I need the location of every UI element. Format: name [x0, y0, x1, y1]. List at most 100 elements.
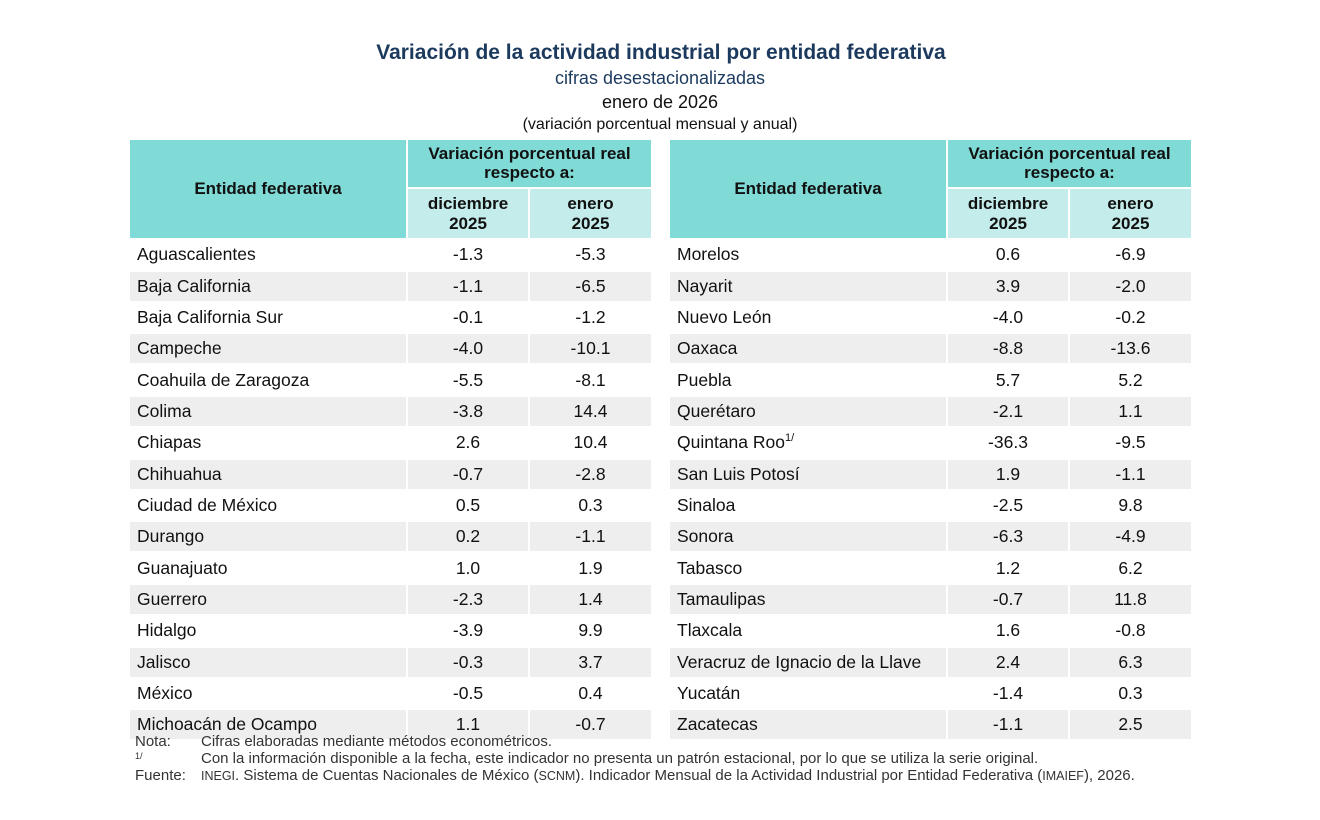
january-value: 9.8 — [1118, 494, 1143, 515]
period-label: enero de 2026 — [601, 92, 719, 112]
january-value: -1.1 — [1070, 459, 1191, 489]
entity-name: Michoacán de Ocampo — [130, 710, 406, 740]
january-value: -1.2 — [575, 306, 606, 327]
entity-name: Nayarit — [670, 271, 946, 301]
january-value: 10.4 — [573, 432, 608, 453]
january-value: -0.7 — [530, 710, 651, 740]
december-value: 1.6 — [995, 620, 1021, 641]
entity-name: Tabasco — [677, 557, 743, 578]
january-value: 3.7 — [530, 647, 651, 677]
variation-group-header: Variación porcentual real respecto a: — [948, 140, 1191, 187]
january-value: 1.1 — [1070, 396, 1191, 426]
december-value: -0.7 — [408, 459, 528, 489]
january-value: -6.9 — [1115, 244, 1146, 265]
entity-name: Tamaulipas — [670, 584, 946, 614]
note-text: Cifras elaboradas mediante métodos econo… — [201, 733, 553, 750]
entity-name: Ciudad de México — [137, 494, 278, 515]
december-value: 1.1 — [408, 710, 528, 740]
january-column-header: enero 2025 — [530, 189, 651, 238]
january-value: 6.3 — [1070, 647, 1191, 677]
december-column-header: diciembre 2025 — [948, 189, 1068, 238]
december-value: 1.0 — [455, 557, 481, 578]
source-line: Fuente: INEGI. Sistema de Cuentas Nacion… — [135, 767, 1192, 785]
entity-name: Baja California Sur — [137, 306, 283, 327]
december-value: 2.6 — [455, 432, 481, 453]
december-value: 3.9 — [948, 271, 1068, 301]
january-value: 0.3 — [578, 494, 603, 515]
entity-name: Durango — [130, 522, 406, 552]
source-text: INEGI. Sistema de Cuentas Nacionales de … — [201, 767, 1135, 784]
december-value: -4.0 — [992, 306, 1024, 327]
december-value: 0.5 — [455, 494, 481, 515]
december-value: 2.4 — [948, 647, 1068, 677]
source-label: Fuente: — [135, 767, 186, 784]
january-value: -13.6 — [1070, 334, 1191, 364]
january-value: 5.2 — [1118, 369, 1143, 390]
entity-name: Querétaro — [670, 396, 946, 426]
december-value: -1.1 — [948, 710, 1068, 740]
entity-name: Tlaxcala — [677, 620, 743, 641]
entity-name: Baja California — [130, 271, 406, 301]
december-value: 1.9 — [948, 459, 1068, 489]
january-value: 1.9 — [578, 557, 603, 578]
december-value: -0.7 — [948, 584, 1068, 614]
december-value: -5.5 — [452, 369, 484, 390]
note-label: Nota: — [135, 733, 171, 750]
january-value: -4.9 — [1070, 522, 1191, 552]
december-value: 5.7 — [995, 369, 1021, 390]
january-column-header: enero 2025 — [1070, 189, 1191, 238]
january-value: 9.9 — [578, 620, 603, 641]
page-subtitle: cifras desestacionalizadas — [554, 68, 766, 88]
december-value: -2.1 — [948, 396, 1068, 426]
january-value: 1.4 — [530, 584, 651, 614]
january-value: -2.0 — [1070, 271, 1191, 301]
page-title: Variación de la actividad industrial por… — [376, 41, 946, 64]
january-value: 6.2 — [1118, 557, 1143, 578]
december-value: -0.1 — [452, 306, 484, 327]
entity-name: Colima — [130, 396, 406, 426]
entity-name: Aguascalientes — [137, 244, 256, 265]
january-value: -9.5 — [1115, 432, 1146, 453]
entity-name: Sinaloa — [677, 494, 736, 515]
december-value: -36.3 — [988, 432, 1028, 453]
entity-name: Chihuahua — [130, 459, 406, 489]
entity-name: México — [137, 682, 193, 703]
january-value: -8.1 — [575, 369, 606, 390]
december-value: -1.1 — [408, 271, 528, 301]
january-value: 14.4 — [530, 396, 651, 426]
footnote-line: 1/ Con la información disponible a la fe… — [135, 750, 1192, 767]
december-value: -2.5 — [992, 494, 1024, 515]
december-value: 0.6 — [995, 244, 1021, 265]
title-block: Variación de la actividad industrial por… — [0, 40, 1320, 136]
unit-note: (variación porcentual mensual y anual) — [522, 116, 798, 133]
january-value: -1.1 — [530, 522, 651, 552]
december-value: 0.2 — [408, 522, 528, 552]
entity-name: Jalisco — [130, 647, 406, 677]
footnote-label: 1/ — [135, 751, 143, 761]
december-value: -1.4 — [992, 682, 1024, 703]
january-value: -6.5 — [530, 271, 651, 301]
december-value: 1.2 — [995, 557, 1021, 578]
entity-name: Veracruz de Ignacio de la Llave — [670, 647, 946, 677]
january-value: 11.8 — [1070, 584, 1191, 614]
december-column-header: diciembre 2025 — [408, 189, 528, 238]
note-line: Nota: Cifras elaboradas mediante métodos… — [135, 733, 1192, 750]
entity-name: Guerrero — [130, 584, 406, 614]
variation-group-header: Variación porcentual real respecto a: — [408, 140, 651, 187]
december-value: -6.3 — [948, 522, 1068, 552]
december-value: -1.3 — [452, 244, 484, 265]
entity-column-header: Entidad federativa — [130, 140, 406, 238]
december-value: -0.3 — [408, 647, 528, 677]
entity-name: Sonora — [670, 522, 946, 552]
january-value: -10.1 — [530, 334, 651, 364]
december-value: -3.8 — [408, 396, 528, 426]
december-value: -2.3 — [408, 584, 528, 614]
entity-name: Oaxaca — [670, 334, 946, 364]
entity-name: Hidalgo — [137, 620, 197, 641]
january-value: -0.2 — [1115, 306, 1146, 327]
entity-name: Chiapas — [137, 432, 202, 453]
january-value: 0.3 — [1118, 682, 1143, 703]
entity-name: Quintana Roo1/ — [677, 432, 795, 453]
entity-column-header: Entidad federativa — [670, 140, 946, 238]
january-value: -2.8 — [530, 459, 651, 489]
